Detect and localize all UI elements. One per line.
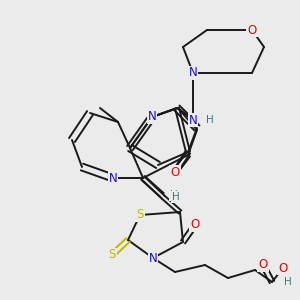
Text: N: N <box>148 251 158 265</box>
Text: N: N <box>148 110 156 124</box>
Text: O: O <box>190 218 200 232</box>
Text: N: N <box>148 110 156 124</box>
Text: H: H <box>170 190 178 200</box>
Text: S: S <box>108 248 116 262</box>
Text: S: S <box>136 208 144 221</box>
Text: O: O <box>278 262 288 275</box>
Text: O: O <box>258 259 268 272</box>
Text: H: H <box>172 192 180 202</box>
Text: N: N <box>109 172 117 184</box>
Text: N: N <box>189 67 197 80</box>
Text: O: O <box>170 166 180 178</box>
Text: H: H <box>206 115 214 125</box>
Text: N: N <box>189 113 197 127</box>
Text: H: H <box>284 277 292 287</box>
Text: O: O <box>170 166 180 178</box>
Text: O: O <box>248 23 256 37</box>
